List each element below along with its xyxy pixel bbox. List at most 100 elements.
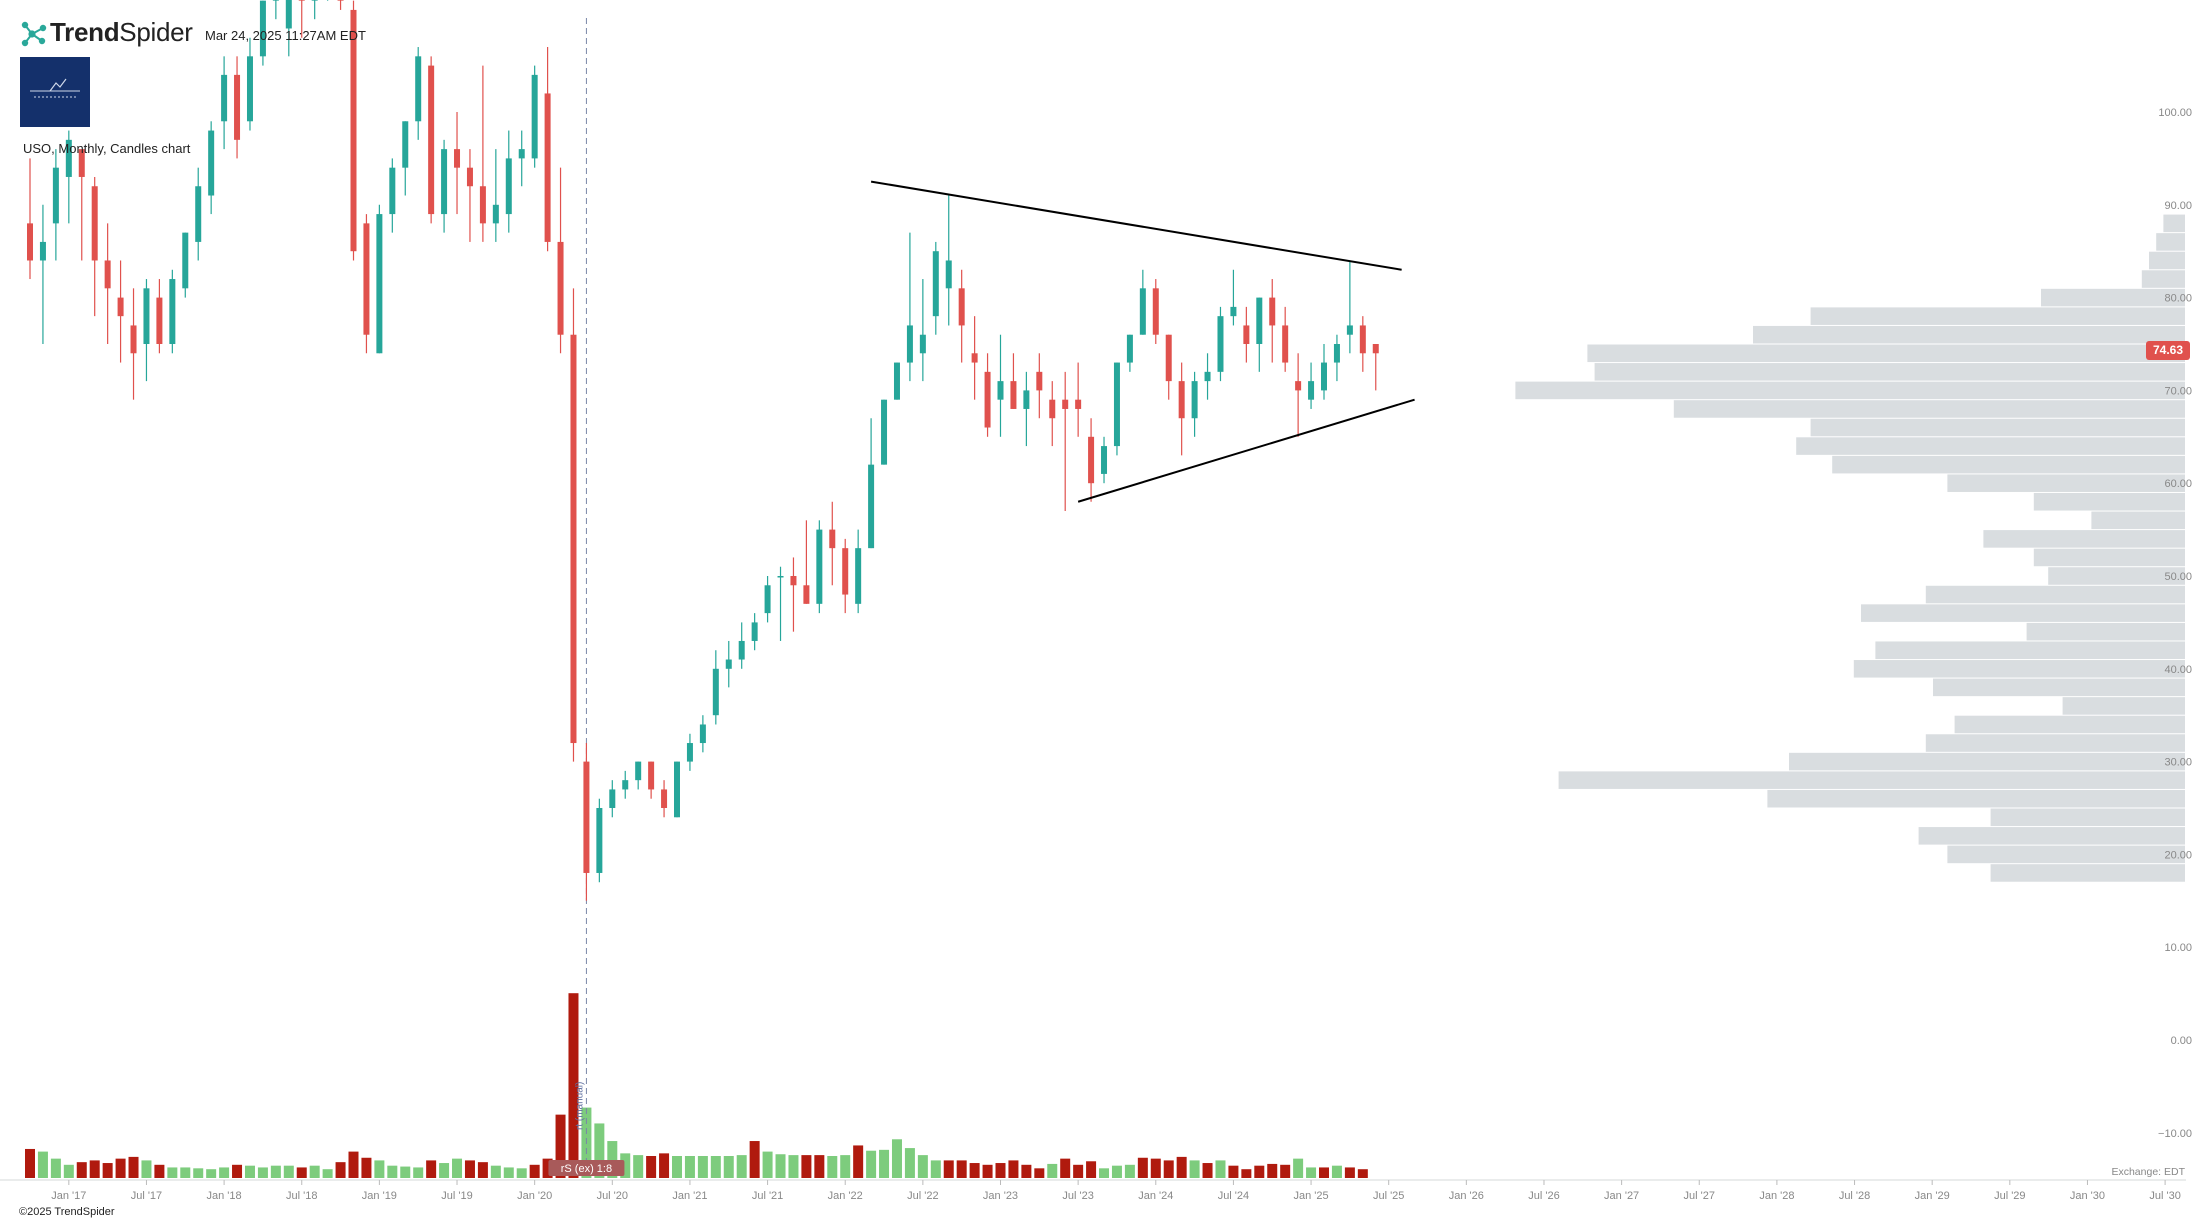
volume-bar <box>866 1150 877 1178</box>
volume-bars <box>25 993 1368 1178</box>
volume-bar <box>25 1148 35 1178</box>
volume-profile-bar <box>1947 845 2185 864</box>
x-tick-label: Jul '26 <box>1528 1190 1559 1202</box>
volume-bar <box>840 1155 851 1178</box>
volume-bar <box>452 1158 463 1178</box>
brand-name: TrendSpider <box>50 17 193 47</box>
volume-profile-bar <box>1925 585 2185 604</box>
volume-bar <box>232 1164 243 1178</box>
candle <box>583 743 590 901</box>
volume-profile-bar <box>2149 251 2185 270</box>
candle <box>65 130 72 224</box>
x-tick-label: Jul '24 <box>1218 1190 1249 1202</box>
volume-bar <box>115 1158 126 1178</box>
candle <box>27 158 33 280</box>
x-tick-label: Jan '18 <box>207 1190 242 1202</box>
volume-bar <box>477 1162 488 1178</box>
volume-bar <box>917 1155 928 1178</box>
candle <box>984 353 991 437</box>
volume-bar <box>1137 1157 1148 1178</box>
y-tick-label: 20.00 <box>2164 849 2192 861</box>
volume-bar <box>1293 1158 1304 1178</box>
event-note: rt (manual) <box>574 1082 585 1130</box>
volume-bar <box>1344 1167 1355 1178</box>
volume-bar <box>1073 1164 1084 1178</box>
volume-bar <box>956 1160 967 1178</box>
volume-bar <box>814 1155 825 1178</box>
volume-bar <box>426 1160 437 1178</box>
volume-bar <box>943 1160 954 1178</box>
volume-profile-bar <box>2033 548 2185 567</box>
candle <box>596 798 603 883</box>
volume-bar <box>89 1160 100 1178</box>
brand-logo[interactable]: TrendSpider <box>50 17 193 48</box>
trendline-lower[interactable] <box>1077 398 1415 503</box>
y-tick-label: 90.00 <box>2164 200 2192 212</box>
candle <box>1282 306 1289 372</box>
volume-bar <box>1047 1163 1058 1178</box>
trendline-upper[interactable] <box>870 180 1402 271</box>
volume-profile-bar <box>1918 827 2185 845</box>
candle <box>492 149 499 242</box>
x-tick-label: Jul '30 <box>2149 1190 2180 1202</box>
volume-bar <box>904 1148 915 1178</box>
candle <box>1269 279 1276 363</box>
volume-bar <box>400 1166 411 1178</box>
exchange-label: Exchange: EDT <box>2111 1166 2185 1178</box>
trendlines[interactable] <box>870 180 1415 503</box>
volume-bar <box>1331 1165 1342 1178</box>
event-flag[interactable] <box>548 1160 625 1176</box>
x-tick-label: Jul '25 <box>1373 1190 1404 1202</box>
candle <box>1359 316 1366 372</box>
volume-profile-bar <box>1673 400 2185 418</box>
volume-bar <box>555 1114 566 1178</box>
candle <box>1049 381 1056 447</box>
candle <box>842 538 849 614</box>
candle <box>246 37 253 131</box>
candle <box>169 269 176 354</box>
volume-bar <box>684 1156 695 1178</box>
candle <box>1243 306 1250 363</box>
candle <box>104 223 111 344</box>
candle <box>1191 371 1198 437</box>
candle <box>751 613 758 651</box>
volume-bar <box>762 1151 773 1178</box>
volume-bar <box>1202 1163 1213 1178</box>
volume-bar <box>736 1155 747 1178</box>
volume-bar <box>361 1157 372 1178</box>
candle <box>790 557 797 632</box>
candle <box>91 176 98 317</box>
volume-profile-bar <box>2041 288 2185 307</box>
candle <box>1023 371 1030 447</box>
volume-profile-bar <box>2163 214 2185 233</box>
volume-bar <box>76 1162 87 1178</box>
volume-bar <box>633 1155 644 1178</box>
volume-profile-bar <box>1832 455 2185 474</box>
candle <box>1101 436 1108 484</box>
volume-bar <box>309 1165 320 1178</box>
volume-profile-bar <box>1796 437 2185 455</box>
volume-bar <box>348 1151 359 1178</box>
candle <box>906 232 913 382</box>
candle <box>1088 418 1095 502</box>
volume-profile-bar <box>1947 474 2185 492</box>
volume-bar <box>568 993 579 1178</box>
volume-bar <box>141 1160 152 1178</box>
volume-bar <box>516 1168 527 1178</box>
candle <box>686 733 693 771</box>
candle <box>1230 269 1237 326</box>
x-tick-label: Jan '20 <box>517 1190 552 1202</box>
volume-bar <box>128 1156 139 1178</box>
candle <box>777 566 784 641</box>
candle <box>570 288 577 762</box>
volume-bar <box>1150 1158 1161 1178</box>
candle <box>1346 260 1353 354</box>
volume-bar <box>257 1167 268 1178</box>
y-tick-label: 70.00 <box>2164 385 2192 397</box>
volume-bar <box>1034 1168 1045 1178</box>
x-tick-label: Jan '21 <box>672 1190 707 1202</box>
event-marker[interactable]: rS (ex) 1:8 rt (manual) <box>548 18 625 1176</box>
volume-bar <box>1021 1164 1032 1178</box>
price-axis: −10.00 0.00 10.00 20.00 30.00 40.00 50.00 60.00… <box>2158 107 2192 1140</box>
